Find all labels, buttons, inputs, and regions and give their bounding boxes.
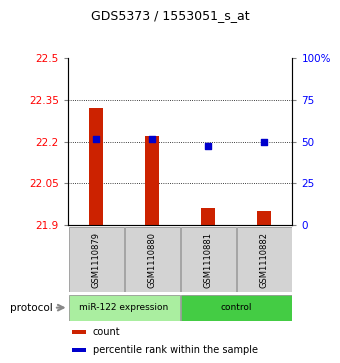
Bar [72,330,86,334]
Text: GSM1110882: GSM1110882 [260,232,269,287]
Text: control: control [221,303,252,312]
Point [205,143,211,149]
Bar [89,108,103,225]
Bar [181,295,292,321]
Bar [125,227,180,292]
Bar [69,295,180,321]
Text: GDS5373 / 1553051_s_at: GDS5373 / 1553051_s_at [91,9,249,22]
Bar [145,136,159,225]
Bar [201,208,215,225]
Point [149,136,155,142]
Point [261,139,267,144]
Bar [69,227,123,292]
Text: percentile rank within the sample: percentile rank within the sample [93,345,258,355]
Text: protocol: protocol [10,303,52,313]
Text: GSM1110880: GSM1110880 [148,232,157,287]
Text: GSM1110879: GSM1110879 [91,232,101,287]
Point [93,136,99,142]
Bar [72,348,86,352]
Text: GSM1110881: GSM1110881 [204,232,213,287]
Text: count: count [93,327,120,337]
Bar [257,211,271,225]
Bar [181,227,236,292]
Bar [237,227,292,292]
Text: miR-122 expression: miR-122 expression [80,303,169,312]
